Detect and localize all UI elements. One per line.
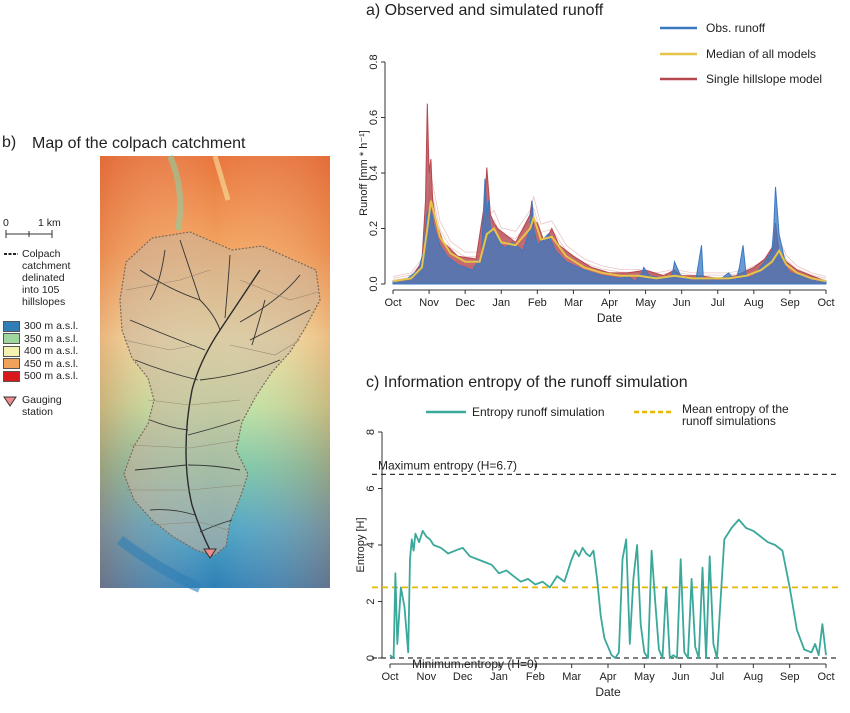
chart-c-x-tick-label: Feb: [526, 671, 545, 683]
elevation-legend-item: 400 m a.s.l.: [3, 345, 78, 357]
chart-a-x-tick-label: Oct: [817, 297, 834, 309]
chart-a-x-tick-label: Apr: [601, 297, 618, 309]
elevation-label: 500 m a.s.l.: [24, 370, 79, 382]
chart-c-x-tick-label: Mar: [562, 671, 581, 683]
chart-a-x-tick-label: Jul: [711, 297, 725, 309]
chart-c-x-tick-label: Oct: [381, 671, 398, 683]
gauging-station-marker: [203, 548, 217, 559]
chart-a-y-tick-label: 0.4: [368, 165, 380, 180]
catchment-outline: [119, 231, 321, 557]
tributary-network: [129, 239, 311, 533]
legend-a-median-label: Median of all models: [706, 47, 817, 61]
elevation-legend-item: 350 m a.s.l.: [3, 333, 78, 345]
elevation-label: 450 m a.s.l.: [24, 357, 79, 370]
elevation-legend-item: 500 m a.s.l.: [3, 370, 78, 382]
elevation-swatch: [3, 320, 20, 332]
chart-a-y-axis-label: Runoff [mm * h⁻¹]: [358, 130, 370, 216]
chart-a-x-tick-label: Jan: [492, 297, 510, 309]
chart-a-x-tick-label: Mar: [564, 297, 583, 309]
scale-label-0: 0: [3, 217, 9, 229]
elevation-swatch: [3, 345, 20, 357]
elevation-label: 350 m a.s.l.: [24, 332, 79, 345]
series-observed-runoff: [392, 178, 827, 285]
series-entropy: [389, 518, 827, 659]
chart-c-y-tick-label: 4: [365, 542, 377, 548]
gauging-legend-label: Gauging station: [22, 394, 62, 418]
elevation-label: 400 m a.s.l.: [24, 345, 79, 357]
elevation-legend: 300 m a.s.l. 350 m a.s.l. 400 m a.s.l. 450 …: [3, 320, 78, 383]
main-channel: [185, 269, 261, 551]
chart-c-x-tick-label: Jul: [710, 671, 724, 683]
chart-a-x-tick-label: Dec: [455, 297, 475, 309]
chart-c-y-tick-label: 8: [365, 429, 377, 435]
chart-c-y-tick-label: 6: [365, 485, 377, 491]
chart-a-y-tick-label: 0.6: [368, 110, 380, 125]
series-median: [392, 200, 827, 283]
chart-c-x-tick-label: Dec: [453, 671, 473, 683]
legend-c-entropy-label: Entropy runoff simulation: [472, 405, 605, 419]
elevation-legend-item: 300 m a.s.l.: [3, 320, 78, 332]
max-entropy-label: Maximum entropy (H=6.7): [378, 458, 517, 472]
gauging-legend-icon: [3, 396, 17, 407]
chart-c-x-tick-label: Apr: [599, 671, 616, 683]
chart-a-x-tick-label: Sep: [780, 297, 800, 309]
elevation-swatch: [3, 333, 20, 344]
chart-c-y-tick-label: 2: [365, 598, 377, 604]
chart-c-x-tick-label: Sep: [780, 671, 800, 683]
chart-a-x-tick-label: Aug: [744, 297, 764, 309]
chart-a-x-axis-label: Date: [597, 311, 623, 325]
chart-a-y-tick-label: 0.0: [368, 276, 380, 291]
elevation-swatch: [3, 370, 20, 382]
chart-a-x-tick-label: Nov: [419, 297, 439, 309]
panel-b-label: b): [2, 134, 17, 151]
legend-a-obs-label: Obs. runoff: [706, 21, 766, 35]
chart-a-x-tick-label: Oct: [384, 297, 401, 309]
chart-c-y-axis-label: Entropy [H]: [355, 517, 367, 572]
chart-c-x-axis-label: Date: [595, 685, 621, 699]
hillslope-boundaries: [123, 269, 319, 531]
elevation-legend-item: 450 m a.s.l.: [3, 358, 78, 370]
chart-c-x-tick-label: Oct: [817, 671, 834, 683]
chart-c-x-tick-label: Jun: [672, 671, 690, 683]
chart-c-x-tick-label: Nov: [417, 671, 437, 683]
chart-a-x-tick-label: Jun: [673, 297, 691, 309]
chart-a-y-tick-label: 0.8: [368, 54, 380, 69]
scale-label-1km: 1 km: [38, 217, 61, 229]
chart-c-x-tick-label: May: [634, 671, 655, 683]
legend-c-mean-label: Mean entropy of the runoff simulations: [682, 402, 789, 428]
min-entropy-label: Minimum entropy (H=0): [412, 657, 538, 671]
chart-c-x-tick-label: Aug: [744, 671, 764, 683]
chart-c-y-tick-label: 0: [365, 655, 377, 661]
chart-a-title: a) Observed and simulated runoff: [366, 2, 604, 19]
chart-c-title: c) Information entropy of the runoff sim…: [366, 374, 688, 391]
chart-c-x-tick-label: Jan: [490, 671, 508, 683]
catchment-legend-label: Colpach catchment delinated into 105 hil…: [22, 248, 71, 308]
chart-a-y-tick-label: 0.2: [368, 221, 380, 236]
chart-a-x-tick-label: May: [635, 297, 656, 309]
elevation-label: 300 m a.s.l.: [24, 320, 79, 332]
elevation-swatch: [3, 358, 20, 369]
legend-a-single-label: Single hillslope model: [706, 72, 823, 86]
map-title: Map of the colpach catchment: [32, 135, 246, 152]
chart-a-x-tick-label: Feb: [528, 297, 547, 309]
